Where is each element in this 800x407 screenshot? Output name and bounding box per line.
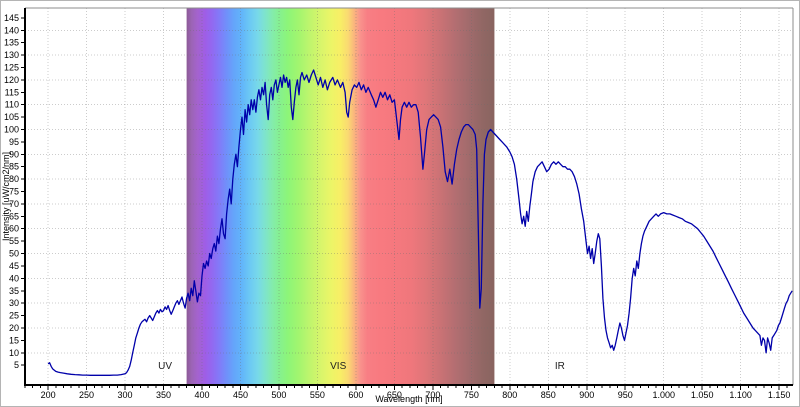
x-tick-label: 900: [579, 390, 594, 400]
y-tick-label: 115: [5, 87, 19, 97]
y-tick-label: 20: [9, 323, 19, 333]
y-tick-label: 130: [4, 50, 19, 60]
y-tick-label: 100: [4, 125, 19, 135]
region-label-ir: IR: [555, 361, 565, 372]
y-tick-label: 95: [9, 137, 19, 147]
x-tick-label: 600: [348, 390, 363, 400]
x-tick-label: 800: [502, 390, 517, 400]
y-tick-label: 30: [9, 298, 19, 308]
y-tick-label: 75: [9, 187, 19, 197]
x-tick-label: 350: [156, 390, 171, 400]
x-tick-label: 650: [387, 390, 402, 400]
x-tick-label: 700: [425, 390, 440, 400]
y-tick-label: 60: [9, 224, 19, 234]
x-tick-label: 750: [464, 390, 479, 400]
region-label-uv: UV: [158, 361, 172, 372]
y-tick-label: 85: [9, 162, 19, 172]
y-tick-label: 25: [9, 311, 19, 321]
region-label-vis: VIS: [330, 361, 346, 372]
y-axis-title: Intensity [uW/cm2/nm]: [1, 152, 11, 241]
x-tick-label: 200: [41, 390, 56, 400]
x-tick-label: 300: [118, 390, 133, 400]
x-tick-label: 1.050: [691, 390, 714, 400]
y-tick-label: 45: [9, 261, 19, 271]
y-tick-label: 120: [4, 75, 19, 85]
spectrum-curve: [47, 69, 793, 376]
x-tick-label: 450: [233, 390, 248, 400]
y-tick-label: 105: [4, 112, 19, 122]
y-tick-label: 50: [9, 249, 19, 259]
x-tick-label: 400: [194, 390, 209, 400]
x-tick-label: 850: [541, 390, 556, 400]
y-tick-label: 35: [9, 286, 19, 296]
y-tick-label: 90: [9, 149, 19, 159]
y-tick-label: 40: [9, 273, 19, 283]
y-tick-label: 110: [5, 100, 19, 110]
y-tick-label: 15: [9, 335, 19, 345]
x-tick-label: 550: [310, 390, 325, 400]
x-tick-label: 1.150: [768, 390, 791, 400]
x-tick-label: 1.000: [652, 390, 675, 400]
y-tick-label: 80: [9, 174, 19, 184]
y-tick-label: 70: [9, 199, 19, 209]
visible-spectrum-band: [186, 8, 495, 385]
x-tick-label: 1.100: [729, 390, 752, 400]
x-axis-title: Wavelength [nm]: [375, 394, 442, 404]
y-tick-label: 140: [4, 25, 19, 35]
y-tick-label: 55: [9, 236, 19, 246]
y-tick-label: 145: [4, 13, 19, 23]
y-tick-label: 65: [9, 211, 19, 221]
y-tick-label: 125: [4, 63, 19, 73]
y-tick-label: 135: [4, 38, 19, 48]
y-tick-label: 5: [14, 360, 19, 370]
x-tick-label: 500: [271, 390, 286, 400]
y-tick-label: 10: [9, 348, 19, 358]
x-tick-label: 250: [79, 390, 94, 400]
x-tick-label: 950: [618, 390, 633, 400]
